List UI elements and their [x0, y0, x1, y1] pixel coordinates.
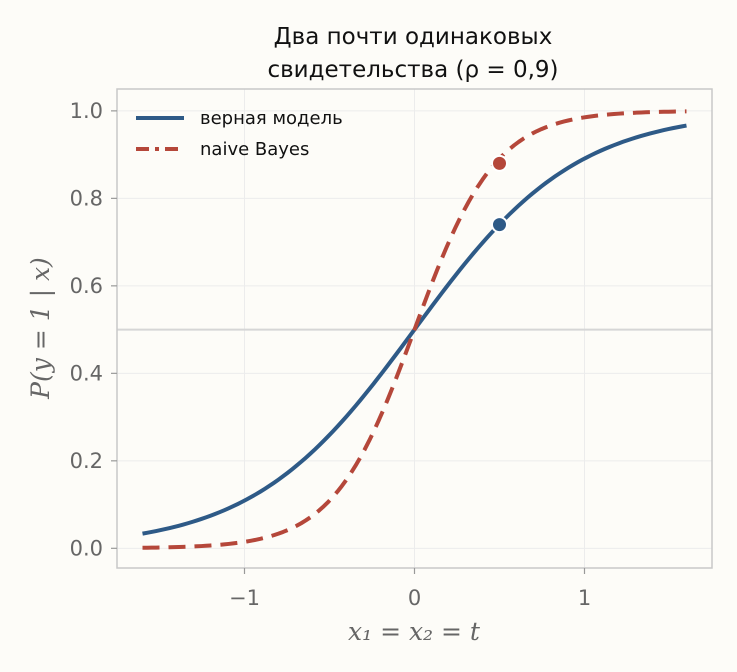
x-tick-label: −1 [229, 586, 260, 610]
y-axis-label: P(y = 1 | x) [26, 257, 56, 400]
series-layer [142, 109, 687, 550]
y-tick-label: 0.8 [70, 186, 103, 210]
x-tick-label: 1 [578, 586, 591, 610]
y-tick-label: 0.6 [70, 274, 103, 298]
series-marker-true-model [491, 216, 508, 234]
y-tick-label: 0.0 [70, 536, 103, 560]
x-tick-label: 0 [408, 586, 421, 610]
legend-label-naive-bayes: naive Bayes [200, 139, 309, 160]
y-tick-label: 0.2 [70, 449, 103, 473]
chart-title-line-2: свидетельства (ρ = 0,9) [267, 57, 558, 83]
ticks: −1 0 1 0.0 0.2 0.4 0.6 0.8 1.0 [70, 99, 592, 610]
y-tick-label: 0.4 [70, 361, 103, 385]
series-marker-naive-bayes [491, 154, 508, 172]
series-line-naive-bayes [142, 109, 687, 550]
legend: верная модель naive Bayes [136, 108, 343, 160]
legend-label-true-model: верная модель [200, 108, 343, 129]
x-axis-label: x₁ = x₂ = t [348, 617, 481, 646]
chart-title-line-1: Два почти одинаковых [274, 24, 553, 50]
y-tick-label: 1.0 [70, 99, 103, 123]
